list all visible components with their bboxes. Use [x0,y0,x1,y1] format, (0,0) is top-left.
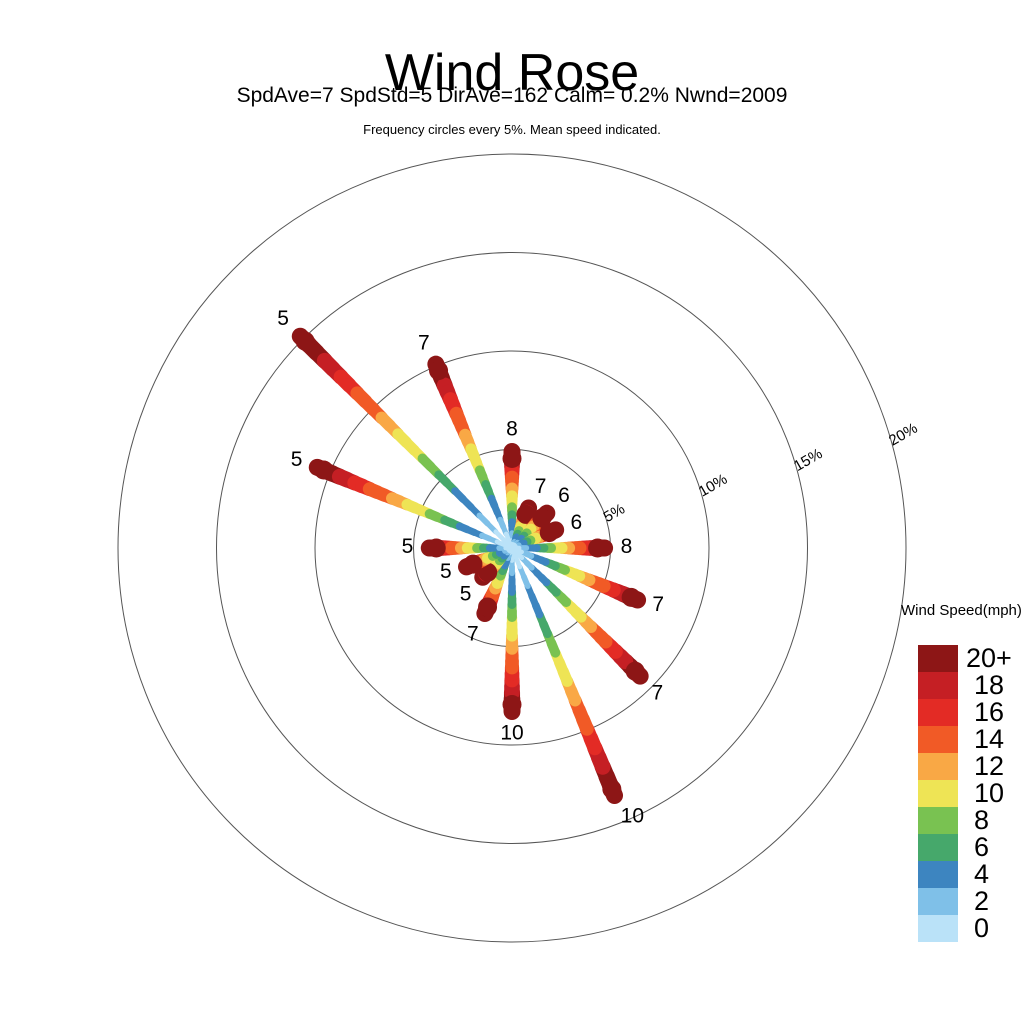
legend-color-swatch [918,726,958,753]
spoke-tip-cap [295,331,315,351]
legend-color-swatch [918,915,958,942]
plot-center-hub [506,542,518,554]
wind-sector-spoke [510,538,614,558]
sector-mean-speed-label: 5 [440,560,452,583]
wind-sector-spoke [510,546,647,609]
legend-color-swatch [918,672,958,699]
spoke-tip-cap [314,460,334,480]
spoke-tip-cap [588,538,608,558]
legend-row: 8 [918,805,989,835]
legend-color-swatch [918,699,958,726]
frequency-grid-circles [117,153,907,943]
legend-label: 16 [974,697,1005,727]
legend-label: 20+ [966,643,1012,673]
sector-mean-speed-label: 5 [402,535,414,558]
wind-sector-spoke [420,538,514,558]
spoke-tip-cap [426,538,446,558]
sector-mean-speed-label: 7 [467,622,479,645]
legend-row: 0 [918,913,989,943]
legend-color-swatch [918,807,958,834]
wind-sector-spoke [510,546,624,805]
radial-tick-label: 10% [696,471,731,501]
wind-sector-spoke [510,546,649,685]
spoke-tip-cap [502,695,522,715]
wind-sector-spoke [510,504,556,550]
radial-tick-label: 20% [886,420,921,450]
legend-row: 10 [918,778,1004,808]
spoke-tip-cap [463,554,483,574]
legend-label: 2 [974,886,990,916]
legend-color-swatch [918,888,958,915]
spoke-tip-cap [532,508,552,528]
sector-mean-speed-label: 5 [460,583,472,606]
legend-label: 0 [974,913,990,943]
legend-label: 4 [974,859,990,889]
radial-tick-label: 5% [601,500,628,526]
wind-sector-spoke [476,546,514,623]
direction-spokes [291,327,649,805]
spoke-tip-cap [478,597,498,617]
legend-title: Wind Speed(mph) [901,602,1022,619]
sector-mean-speed-label: 8 [506,417,518,440]
radial-tick-label: 15% [791,445,826,475]
spoke-tip-cap [429,361,449,381]
sector-mean-speed-label: 6 [570,511,582,534]
grid-circle [117,153,907,943]
radial-tick-labels: 5% 10% 15% 20% [601,420,921,526]
legend-label: 12 [974,751,1005,781]
spoke-tip-cap [478,562,498,582]
legend-color-swatch [918,861,958,888]
legend-color-swatch [918,780,958,807]
legend-label: 6 [974,832,990,862]
wind-sector-spoke [427,355,514,550]
sector-mean-speed-label: 6 [558,484,570,507]
grid-circle [216,252,808,844]
chart-subtitle: SpdAve=7 SpdStd=5 DirAve=162 Calm= 0.2% … [236,84,788,107]
legend-color-swatch [918,834,958,861]
spoke-tip-cap [516,504,536,524]
legend-row: 16 [918,697,1004,727]
sector-mean-speed-label: 8 [621,535,633,558]
legend-label: 18 [974,670,1005,700]
legend-row: 4 [918,859,989,889]
wind-sector-spoke [291,327,514,550]
sector-mean-speed-label: 10 [500,722,523,745]
sector-mean-speed-label: 7 [535,475,547,498]
wind-sector-spoke [502,546,522,721]
sector-mean-speed-label: 5 [291,448,303,471]
legend-label: 14 [974,724,1005,754]
legend-row: 12 [918,751,1004,781]
legend-row: 14 [918,724,1004,754]
wind-speed-legend: 20+ 18 16 14 12 10 8 6 4 2 0 [918,643,1012,943]
legend-row: 20+ [918,643,1012,673]
legend-color-swatch [918,753,958,780]
spoke-tip-cap [539,523,559,543]
spoke-tip-cap [621,587,641,607]
sector-mean-speed-label: 5 [277,307,289,330]
chart-note: Frequency circles every 5%. Mean speed i… [363,122,661,137]
grid-circle [314,350,710,746]
sector-mean-speed-label: 10 [621,804,644,827]
legend-row: 2 [918,886,989,916]
wind-sector-spoke [502,442,522,550]
legend-label: 10 [974,778,1005,808]
wind-sector-spoke [510,499,538,550]
sector-mean-speed-label: 7 [418,331,430,354]
sector-mean-speed-label: 7 [651,681,663,704]
legend-label: 8 [974,805,990,835]
page-title: Wind Rose [384,43,640,102]
legend-color-swatch [918,645,958,672]
legend-row: 6 [918,832,989,862]
legend-row: 18 [918,670,1004,700]
spoke-tip-cap [602,779,622,799]
spoke-tip-cap [502,448,522,468]
sector-mean-speed-label: 7 [652,593,664,616]
spoke-tip-cap [625,661,645,681]
